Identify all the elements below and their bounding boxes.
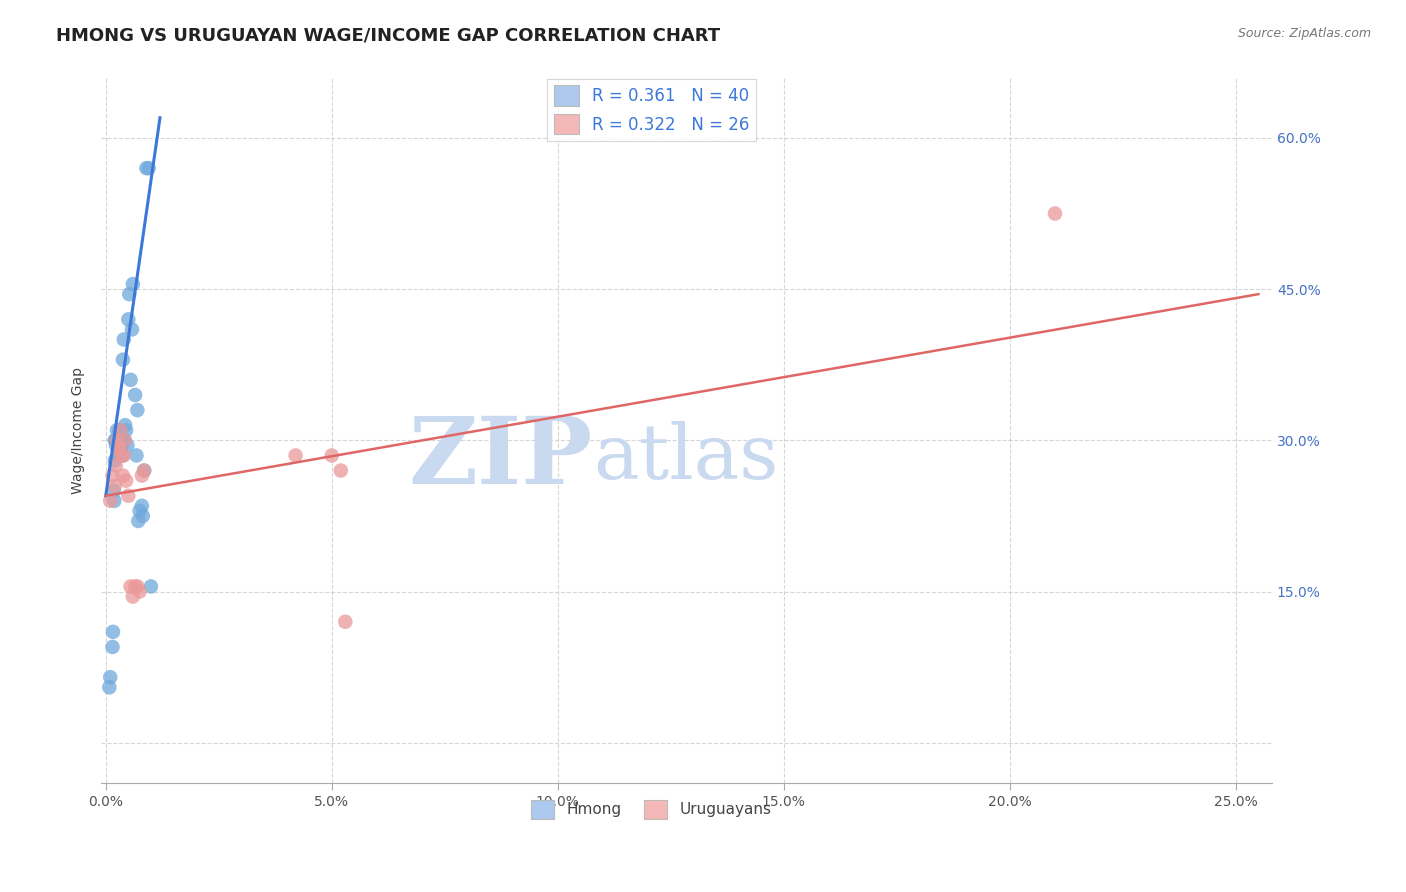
Point bbox=[98, 680, 121, 694]
Point bbox=[135, 161, 157, 176]
Point bbox=[335, 615, 357, 629]
Point bbox=[121, 590, 143, 604]
Text: Source: ZipAtlas.com: Source: ZipAtlas.com bbox=[1237, 27, 1371, 40]
Point bbox=[104, 458, 127, 473]
Point bbox=[104, 434, 127, 448]
Point bbox=[114, 434, 136, 448]
Point bbox=[108, 423, 131, 437]
Point bbox=[128, 504, 150, 518]
Point bbox=[134, 464, 156, 478]
Point bbox=[124, 388, 146, 402]
Point bbox=[108, 423, 131, 437]
Point bbox=[110, 449, 132, 463]
Y-axis label: Wage/Income Gap: Wage/Income Gap bbox=[72, 367, 86, 494]
Point bbox=[104, 478, 127, 492]
Point bbox=[103, 493, 125, 508]
Point bbox=[132, 508, 155, 523]
Legend: Hmong, Uruguayans: Hmong, Uruguayans bbox=[526, 794, 778, 825]
Point bbox=[121, 277, 143, 291]
Point bbox=[98, 493, 121, 508]
Point bbox=[103, 483, 125, 498]
Point bbox=[105, 438, 128, 452]
Point bbox=[131, 468, 153, 483]
Point bbox=[128, 584, 150, 599]
Point bbox=[329, 464, 352, 478]
Point bbox=[112, 449, 135, 463]
Point bbox=[107, 438, 129, 452]
Point bbox=[105, 423, 128, 437]
Point bbox=[105, 434, 128, 448]
Point bbox=[131, 499, 153, 513]
Point bbox=[1043, 206, 1066, 220]
Point bbox=[124, 579, 146, 593]
Point bbox=[110, 428, 132, 442]
Point bbox=[284, 449, 307, 463]
Point bbox=[117, 312, 139, 326]
Point bbox=[111, 468, 134, 483]
Point bbox=[98, 670, 121, 684]
Point bbox=[117, 489, 139, 503]
Text: atlas: atlas bbox=[593, 421, 779, 495]
Text: HMONG VS URUGUAYAN WAGE/INCOME GAP CORRELATION CHART: HMONG VS URUGUAYAN WAGE/INCOME GAP CORRE… bbox=[56, 27, 720, 45]
Point bbox=[115, 423, 138, 437]
Point bbox=[125, 449, 148, 463]
Point bbox=[120, 373, 142, 387]
Text: ZIP: ZIP bbox=[409, 414, 593, 503]
Point bbox=[127, 514, 149, 528]
Point bbox=[101, 624, 124, 639]
Point bbox=[114, 434, 136, 448]
Point bbox=[104, 434, 127, 448]
Point bbox=[110, 438, 132, 452]
Point bbox=[120, 579, 142, 593]
Point bbox=[108, 443, 131, 458]
Point bbox=[112, 333, 135, 347]
Point bbox=[108, 443, 131, 458]
Point bbox=[321, 449, 343, 463]
Point bbox=[118, 287, 141, 301]
Point bbox=[101, 640, 124, 654]
Point bbox=[138, 161, 160, 176]
Point bbox=[107, 443, 129, 458]
Point bbox=[121, 322, 143, 336]
Point bbox=[115, 474, 138, 488]
Point bbox=[134, 464, 156, 478]
Point bbox=[127, 579, 149, 593]
Point bbox=[117, 438, 139, 452]
Point bbox=[104, 453, 127, 467]
Point bbox=[111, 352, 134, 367]
Point bbox=[107, 449, 129, 463]
Point bbox=[139, 579, 162, 593]
Point bbox=[101, 468, 124, 483]
Point bbox=[127, 403, 149, 417]
Point bbox=[114, 418, 136, 433]
Point bbox=[111, 449, 134, 463]
